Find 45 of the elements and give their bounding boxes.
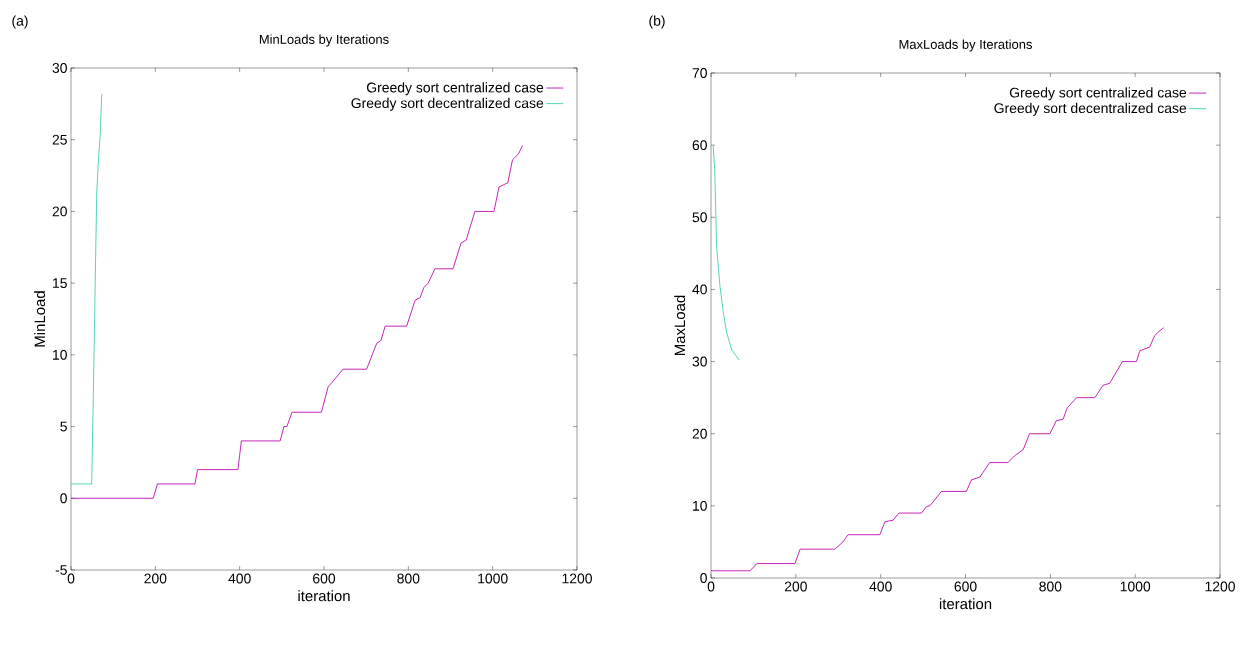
x-tick-label: 800 [397, 573, 420, 584]
x-tick-label: 1000 [478, 573, 508, 584]
legend-label: Greedy sort decentralized case [351, 97, 544, 111]
x-axis-title: iteration [298, 590, 350, 602]
x-tick-label: 800 [1039, 581, 1062, 592]
y-tick-label: 70 [692, 68, 707, 78]
x-axis-title: iteration [939, 598, 992, 610]
y-tick-label: 10 [693, 500, 707, 511]
x-tick-label: 200 [784, 581, 807, 592]
legend-label: Greedy sort centralized case [366, 82, 544, 96]
x-tick-label: 600 [954, 581, 977, 592]
line-series [71, 145, 524, 499]
x-tick-label: 400 [869, 581, 892, 592]
x-tick-label: 1200 [562, 573, 592, 584]
y-tick-label: 20 [692, 428, 707, 439]
line-series [711, 327, 1165, 572]
text: (a) [12, 15, 28, 29]
legend-label: Greedy sort centralized case [1009, 87, 1187, 101]
line-series [71, 93, 103, 485]
text: (b) [649, 15, 665, 29]
x-tick-label: 200 [144, 573, 167, 584]
y-axis-title: MinLoad [34, 291, 46, 347]
chart-title: MinLoads by Iterations [259, 34, 389, 47]
y-tick-label: 15 [53, 278, 67, 289]
chart-title: MaxLoads by Iterations [899, 39, 1032, 52]
x-tick-label: 0 [707, 581, 715, 592]
y-tick-label: -5 [55, 565, 67, 575]
y-tick-label: 30 [692, 356, 707, 367]
y-axis-title: MaxLoad [674, 295, 686, 356]
y-tick-label: 10 [53, 349, 67, 360]
y-tick-label: 5 [60, 421, 67, 432]
y-tick-label: 50 [692, 212, 707, 223]
x-tick-label: 600 [313, 573, 336, 584]
y-tick-label: 30 [52, 63, 67, 73]
y-tick-label: 40 [692, 284, 707, 295]
x-tick-label: 400 [228, 573, 251, 584]
x-tick-label: 1000 [1120, 581, 1151, 592]
y-tick-label: 25 [52, 134, 67, 145]
y-tick-label: 20 [52, 206, 67, 217]
x-tick-label: 1200 [1205, 581, 1235, 592]
line-series [712, 144, 740, 361]
legend-label: Greedy sort decentralized case [994, 102, 1187, 116]
y-tick-label: 60 [692, 140, 707, 151]
y-tick-label: 0 [60, 493, 67, 504]
x-tick-label: 0 [67, 573, 75, 584]
